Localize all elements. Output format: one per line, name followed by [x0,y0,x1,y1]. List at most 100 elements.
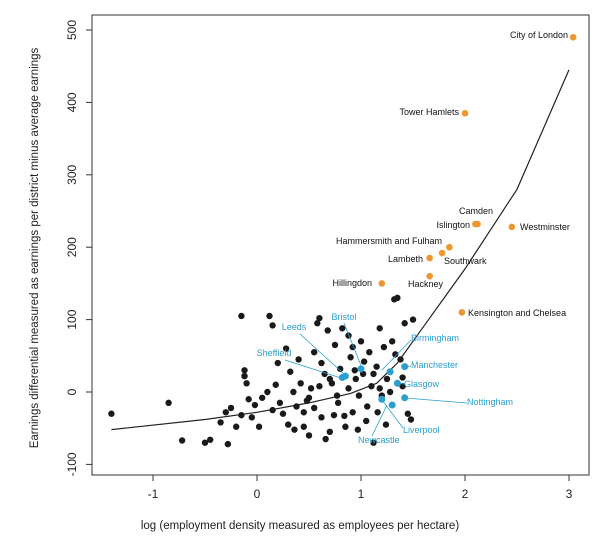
district-point [399,383,406,390]
district-point [217,419,224,426]
district-point [339,325,346,332]
london-point [461,109,469,117]
district-point [397,356,404,363]
london-point [426,272,433,280]
district-point [359,370,367,378]
district-point [316,383,323,390]
london-point [438,249,446,257]
district-point [264,388,271,396]
district-point [293,403,300,410]
district-point [224,440,232,448]
y-tick-label: 500 [65,20,79,40]
district-point [165,399,172,407]
x-tick-label: 3 [566,487,573,501]
district-point [272,381,279,388]
london-point-label: Hillingdon [332,278,372,288]
london-point-label: Kensington and Chelsea [468,308,566,318]
district-point [238,411,245,419]
district-point [386,388,394,396]
district-point [342,423,349,430]
district-point [368,383,375,390]
district-point [245,396,252,403]
district-point [241,372,248,380]
district-point [349,409,356,416]
district-point [376,385,383,392]
district-point [227,404,235,412]
london-point-label: Hammersmith and Fulham [336,236,442,246]
district-point [354,426,362,433]
city-leader-line [381,399,404,429]
district-point [108,410,115,417]
district-point [331,341,339,349]
district-point [363,417,370,425]
london-point-label: City of London [510,30,568,40]
city-leader-line [404,397,468,404]
district-point [364,403,371,410]
district-point [334,399,342,407]
city-point [393,379,401,387]
city-leader-line [371,404,388,437]
district-point [285,421,292,428]
london-point [378,280,386,287]
district-point [351,367,358,374]
district-point [376,325,383,332]
district-point [326,375,333,383]
district-point [300,409,307,416]
district-point [279,410,287,417]
district-point [311,348,318,356]
district-point [269,322,276,329]
plot-frame [91,14,590,476]
london-point-label: Camden [459,206,493,216]
district-point [274,359,281,367]
district-point [337,365,344,373]
district-point [178,437,186,444]
district-point [355,392,363,399]
city-leader-line [381,339,412,371]
district-point [383,375,391,383]
city-point-label: Birmingham [411,333,459,343]
district-point [330,411,338,419]
district-point [326,428,333,436]
district-point [276,399,284,407]
london-point [458,309,466,316]
y-tick-label: 400 [65,92,79,112]
city-point [378,395,386,403]
district-point [366,348,373,356]
city-leader-line [299,333,345,375]
city-point-label: Nottingham [467,397,513,407]
y-axis-label: Earnings differential measured as earnin… [29,47,41,448]
district-point [409,316,417,323]
district-point [300,423,307,430]
y-tick-label: 200 [65,237,79,257]
district-point [238,312,245,320]
london-point [446,243,453,251]
y-tick-label: -100 [65,452,79,476]
district-point [389,338,396,345]
city-point-label: Manchester [411,360,458,370]
london-point-label: Islington [436,220,470,230]
district-point [295,356,302,363]
x-axis: -1 0 1 2 3 [148,475,573,501]
y-tick-label: 0 [65,388,79,395]
x-axis-label: log (employment density measured as empl… [141,520,459,532]
district-point [382,421,390,428]
city-point [357,365,365,373]
city-point-label: Liverpool [403,425,440,435]
district-point [243,380,250,387]
city-leader-line [343,322,363,369]
london-point [426,254,433,262]
district-point [318,359,325,367]
district-point [266,312,273,320]
city-point-label: Sheffield [257,348,292,358]
city-point [338,374,346,382]
london-point-label: Hackney [408,279,444,289]
district-point [399,374,406,381]
district-point [207,436,214,443]
london-point [508,223,516,231]
district-point [201,439,209,446]
city-point-label: Newcastle [358,435,400,445]
x-tick-label: 1 [358,487,365,501]
district-point [305,394,313,401]
district-point [222,409,229,416]
district-point [290,388,297,396]
